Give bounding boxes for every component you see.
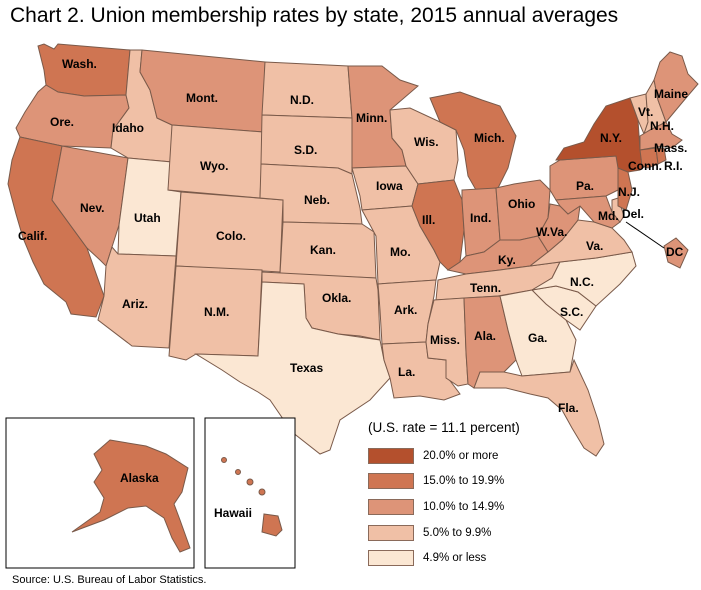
- label-nm: N.M.: [204, 305, 229, 319]
- state-az: [97, 245, 177, 349]
- label-ga: Ga.: [528, 331, 547, 345]
- state-dc: [663, 237, 689, 269]
- label-ct: Conn.: [628, 159, 662, 173]
- label-oh: Ohio: [508, 197, 535, 211]
- label-vt: Vt.: [638, 105, 653, 119]
- label-ny: N.Y.: [600, 131, 622, 145]
- label-ma: Mass.: [654, 141, 687, 155]
- state-hi: [261, 513, 283, 537]
- label-ar: Ark.: [394, 303, 417, 317]
- legend-label: 5.0% to 9.9%: [423, 526, 492, 539]
- legend-swatch: [368, 498, 414, 515]
- chart-title: Chart 2. Union membership rates by state…: [10, 4, 619, 27]
- state-hi-island-maui: [258, 488, 266, 496]
- label-mo: Mo.: [390, 245, 411, 259]
- state-ak: [71, 439, 191, 553]
- label-mt: Mont.: [186, 91, 218, 105]
- legend-label: 4.9% or less: [423, 552, 487, 565]
- legend-swatch: [368, 550, 414, 567]
- legend-item: 10.0% to 14.9%: [368, 494, 568, 520]
- label-nd: N.D.: [290, 93, 314, 107]
- label-ak: Alaska: [120, 471, 159, 485]
- label-fl: Fla.: [558, 401, 579, 415]
- label-mi: Mich.: [474, 131, 505, 145]
- legend-label: 15.0% to 19.9%: [423, 475, 505, 488]
- label-ne: Neb.: [304, 193, 330, 207]
- state-ks: [279, 221, 377, 279]
- state-de: [611, 197, 625, 223]
- label-hi: Hawaii: [214, 506, 252, 520]
- label-la: La.: [398, 365, 415, 379]
- label-mn: Minn.: [356, 111, 387, 125]
- state-pa: [549, 155, 623, 201]
- legend-label: 20.0% or more: [423, 449, 499, 462]
- label-or: Ore.: [50, 115, 74, 129]
- legend-label: 10.0% to 14.9%: [423, 500, 505, 513]
- label-il: Ill.: [422, 213, 435, 227]
- legend-item: 4.9% or less: [368, 545, 568, 571]
- label-id: Idaho: [112, 121, 144, 135]
- legend-swatch: [368, 524, 414, 541]
- label-tx: Texas: [290, 361, 323, 375]
- legend-swatch: [368, 473, 414, 490]
- label-ca: Calif.: [18, 229, 47, 243]
- label-ky: Ky.: [498, 253, 516, 267]
- label-pa: Pa.: [576, 179, 594, 193]
- label-nj: N.J.: [618, 185, 640, 199]
- label-ia: Iowa: [376, 179, 403, 193]
- hawaii-inset: [204, 417, 296, 569]
- label-de: Del.: [622, 207, 644, 221]
- label-md: Md.: [598, 209, 619, 223]
- label-ok: Okla.: [322, 291, 351, 305]
- label-sc: S.C.: [560, 305, 583, 319]
- state-hi-island-kauai: [221, 457, 227, 463]
- label-ms: Miss.: [430, 333, 460, 347]
- state-ct: [639, 147, 659, 169]
- state-hi-island-molokai: [246, 478, 254, 486]
- label-wi: Wis.: [414, 135, 439, 149]
- state-ri: [655, 147, 667, 165]
- legend-item: 5.0% to 9.9%: [368, 520, 568, 546]
- label-nh: N.H.: [650, 119, 674, 133]
- dc-leader-line: [625, 221, 665, 249]
- legend-item: 20.0% or more: [368, 443, 568, 469]
- label-nc: N.C.: [570, 275, 594, 289]
- label-va: Va.: [586, 239, 603, 253]
- label-ri: R.I.: [664, 159, 683, 173]
- label-wv: W.Va.: [536, 225, 567, 239]
- label-co: Colo.: [216, 229, 246, 243]
- state-tx: [194, 281, 391, 455]
- legend-note: (U.S. rate = 11.1 percent): [368, 420, 520, 435]
- label-ut: Utah: [134, 211, 161, 225]
- label-az: Ariz.: [122, 297, 148, 311]
- label-al: Ala.: [474, 329, 496, 343]
- label-ks: Kan.: [310, 243, 336, 257]
- label-in: Ind.: [470, 211, 491, 225]
- state-nd: [261, 61, 353, 119]
- legend: (U.S. rate = 11.1 percent) 20.0% or more…: [368, 420, 568, 571]
- label-tn: Tenn.: [470, 281, 501, 295]
- source-note: Source: U.S. Bureau of Labor Statistics.: [12, 574, 207, 586]
- label-me: Maine: [654, 87, 688, 101]
- state-me: [653, 51, 699, 123]
- label-dc: DC: [666, 245, 684, 259]
- state-hi-island-oahu: [235, 469, 241, 475]
- label-nv: Nev.: [80, 201, 104, 215]
- legend-swatch: [368, 447, 414, 464]
- label-wa: Wash.: [62, 57, 97, 71]
- label-wy: Wyo.: [200, 159, 228, 173]
- legend-item: 15.0% to 19.9%: [368, 469, 568, 495]
- state-fl: [473, 358, 605, 457]
- state-md: [555, 195, 621, 229]
- label-sd: S.D.: [294, 143, 317, 157]
